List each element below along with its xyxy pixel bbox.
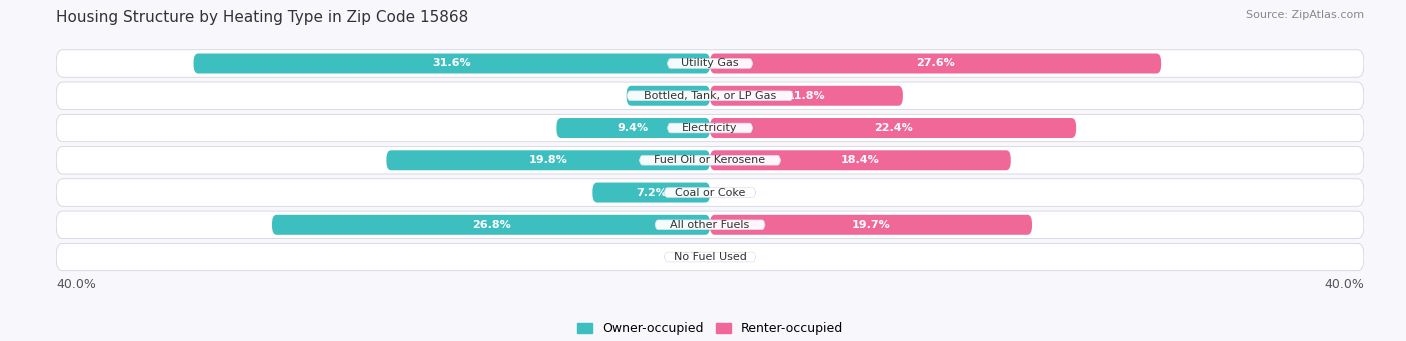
- Text: 11.8%: 11.8%: [787, 91, 825, 101]
- Text: 31.6%: 31.6%: [433, 59, 471, 69]
- FancyBboxPatch shape: [56, 50, 1364, 77]
- Text: 27.6%: 27.6%: [917, 59, 955, 69]
- FancyBboxPatch shape: [56, 243, 1364, 271]
- Text: 18.4%: 18.4%: [841, 155, 880, 165]
- FancyBboxPatch shape: [668, 59, 752, 68]
- Legend: Owner-occupied, Renter-occupied: Owner-occupied, Renter-occupied: [572, 317, 848, 340]
- Text: No Fuel Used: No Fuel Used: [673, 252, 747, 262]
- FancyBboxPatch shape: [665, 252, 755, 262]
- FancyBboxPatch shape: [710, 118, 1076, 138]
- FancyBboxPatch shape: [640, 155, 780, 165]
- FancyBboxPatch shape: [56, 147, 1364, 174]
- FancyBboxPatch shape: [655, 220, 765, 229]
- Text: 5.1%: 5.1%: [652, 91, 683, 101]
- FancyBboxPatch shape: [710, 54, 1161, 74]
- FancyBboxPatch shape: [271, 215, 710, 235]
- Text: Utility Gas: Utility Gas: [682, 59, 738, 69]
- Text: 7.2%: 7.2%: [636, 188, 666, 197]
- FancyBboxPatch shape: [710, 86, 903, 106]
- Text: 26.8%: 26.8%: [471, 220, 510, 230]
- Text: 19.8%: 19.8%: [529, 155, 568, 165]
- Text: 40.0%: 40.0%: [56, 278, 96, 291]
- Text: 0.0%: 0.0%: [672, 252, 700, 262]
- FancyBboxPatch shape: [710, 150, 1011, 170]
- FancyBboxPatch shape: [387, 150, 710, 170]
- FancyBboxPatch shape: [627, 91, 793, 101]
- Text: Bottled, Tank, or LP Gas: Bottled, Tank, or LP Gas: [644, 91, 776, 101]
- FancyBboxPatch shape: [56, 82, 1364, 109]
- Text: 9.4%: 9.4%: [617, 123, 648, 133]
- FancyBboxPatch shape: [194, 54, 710, 74]
- FancyBboxPatch shape: [557, 118, 710, 138]
- FancyBboxPatch shape: [627, 86, 710, 106]
- Text: 0.0%: 0.0%: [720, 252, 748, 262]
- Text: 0.0%: 0.0%: [720, 188, 748, 197]
- Text: Housing Structure by Heating Type in Zip Code 15868: Housing Structure by Heating Type in Zip…: [56, 10, 468, 25]
- Text: Fuel Oil or Kerosene: Fuel Oil or Kerosene: [654, 155, 766, 165]
- Text: Coal or Coke: Coal or Coke: [675, 188, 745, 197]
- FancyBboxPatch shape: [56, 211, 1364, 238]
- Text: Electricity: Electricity: [682, 123, 738, 133]
- Text: 40.0%: 40.0%: [1324, 278, 1364, 291]
- Text: 22.4%: 22.4%: [873, 123, 912, 133]
- FancyBboxPatch shape: [668, 123, 752, 133]
- FancyBboxPatch shape: [592, 182, 710, 203]
- Text: Source: ZipAtlas.com: Source: ZipAtlas.com: [1246, 10, 1364, 20]
- Text: 19.7%: 19.7%: [852, 220, 890, 230]
- FancyBboxPatch shape: [710, 215, 1032, 235]
- FancyBboxPatch shape: [56, 114, 1364, 142]
- Text: All other Fuels: All other Fuels: [671, 220, 749, 230]
- FancyBboxPatch shape: [56, 179, 1364, 206]
- FancyBboxPatch shape: [665, 188, 755, 197]
